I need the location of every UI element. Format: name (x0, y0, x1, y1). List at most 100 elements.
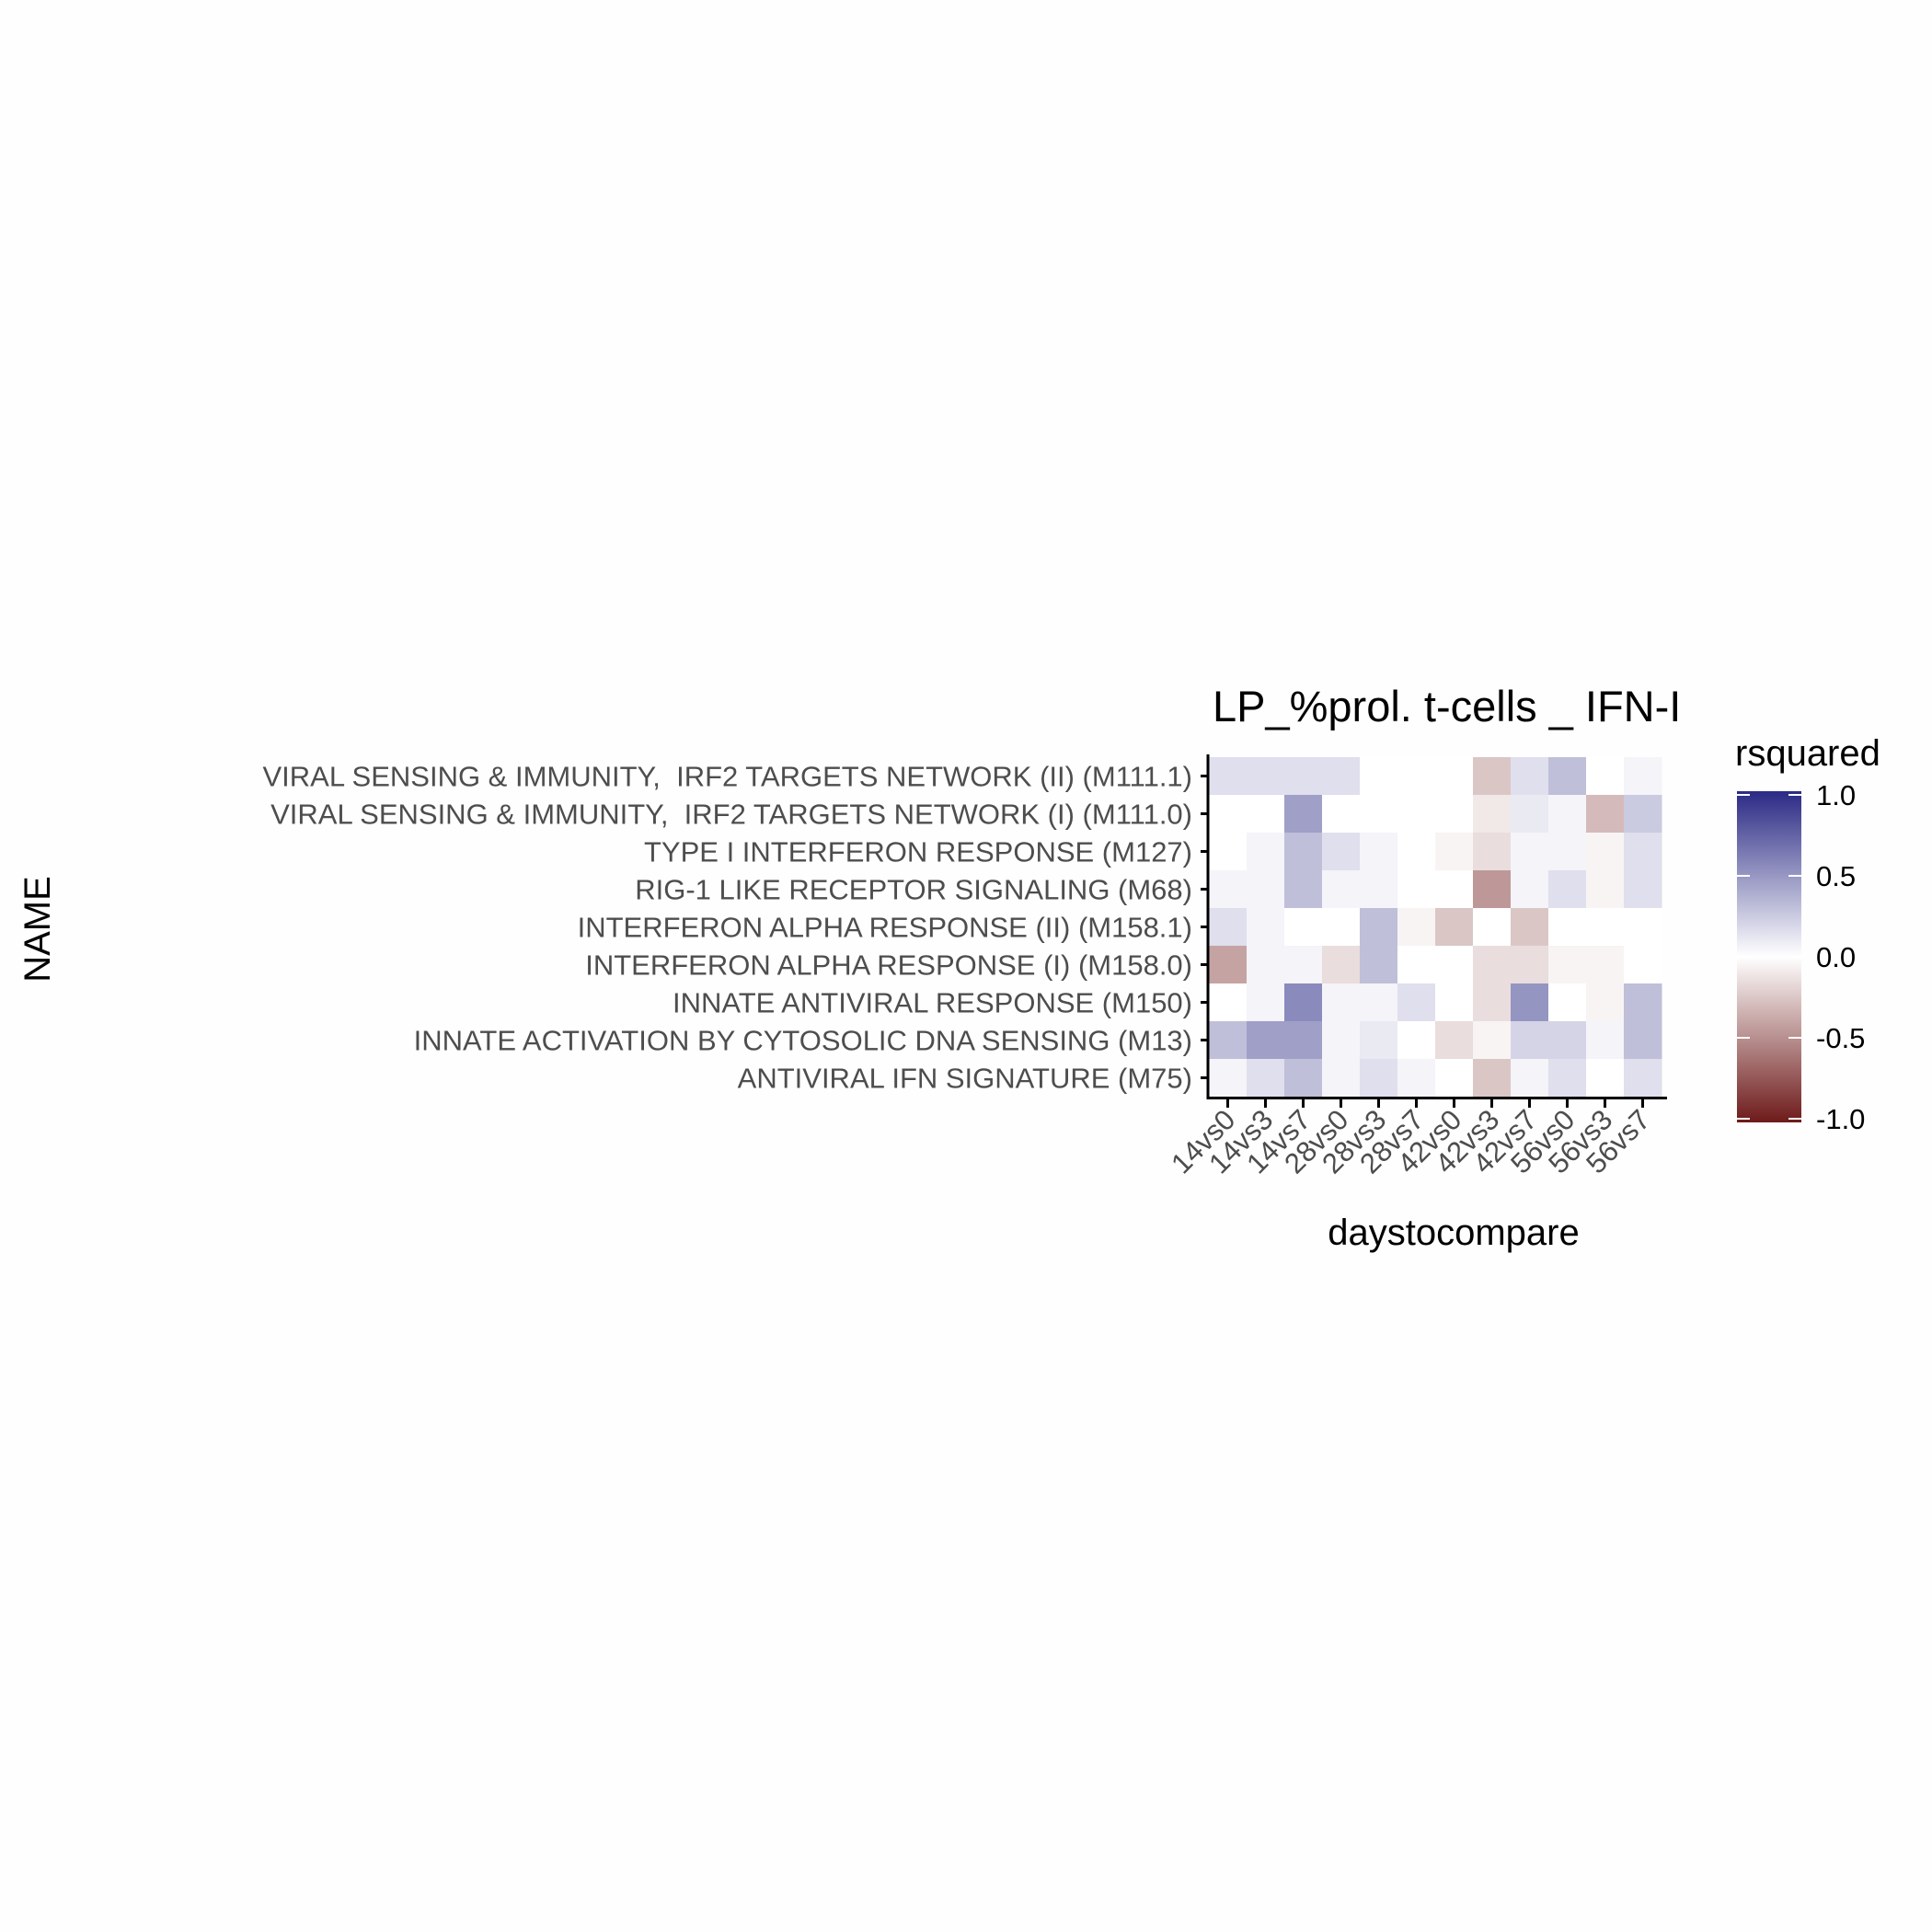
y-axis-ticks: VIRAL SENSING & IMMUNITY, IRF2 TARGETS N… (262, 761, 1208, 1095)
heatmap-cell (1247, 1059, 1285, 1098)
heatmap-cell (1360, 1021, 1398, 1060)
heatmap-cell (1209, 983, 1248, 1022)
heatmap-cell (1435, 983, 1474, 1022)
legend-title: rsquared (1735, 733, 1880, 774)
heatmap-cell (1284, 757, 1323, 796)
heatmap-cell (1284, 870, 1323, 909)
heatmap-cell (1624, 1059, 1662, 1098)
heatmap-cell (1624, 1021, 1662, 1060)
heatmap-cell (1209, 795, 1248, 834)
legend-tick-label: 0.0 (1816, 941, 1856, 973)
heatmap-cell (1247, 757, 1285, 796)
y-axis-title: NAME (17, 876, 58, 983)
heatmap-cell (1360, 757, 1398, 796)
heatmap-cell (1548, 870, 1587, 909)
chart-title: LP_%prol. t-cells _ IFN-I (1213, 682, 1681, 730)
heatmap-cell (1284, 983, 1323, 1022)
heatmap-cell (1247, 983, 1285, 1022)
heatmap-cell (1284, 946, 1323, 984)
heatmap-cell (1473, 833, 1512, 871)
heatmap-cell (1435, 757, 1474, 796)
heatmap-cell (1473, 1059, 1512, 1098)
heatmap-cell (1548, 1021, 1587, 1060)
heatmap-cell (1322, 983, 1361, 1022)
heatmap-cell (1511, 757, 1549, 796)
heatmap-cell (1624, 795, 1662, 834)
y-tick-label: INNATE ACTIVATION BY CYTOSOLIC DNA SENSI… (414, 1025, 1192, 1057)
heatmap-cell (1322, 1021, 1361, 1060)
y-tick-label: VIRAL SENSING & IMMUNITY, IRF2 TARGETS N… (262, 761, 1192, 793)
heatmap-cell (1548, 908, 1587, 947)
y-tick-label: RIG-1 LIKE RECEPTOR SIGNALING (M68) (635, 874, 1192, 906)
heatmap-cell (1586, 1021, 1625, 1060)
heatmap-cell (1209, 833, 1248, 871)
heatmap-cell (1473, 795, 1512, 834)
heatmap-cell (1360, 1059, 1398, 1098)
heatmap-cell (1209, 946, 1248, 984)
heatmap-cell (1435, 908, 1474, 947)
heatmap-cell (1247, 1021, 1285, 1060)
heatmap-cell (1548, 946, 1587, 984)
heatmap-cell (1397, 833, 1436, 871)
heatmap-cell (1473, 946, 1512, 984)
heatmap-cell (1209, 870, 1248, 909)
heatmap-cell (1209, 1021, 1248, 1060)
heatmap-cell (1322, 833, 1361, 871)
heatmap-cell (1586, 833, 1625, 871)
heatmap-cell (1322, 946, 1361, 984)
heatmap-cell (1435, 870, 1474, 909)
heatmap-cell (1360, 870, 1398, 909)
heatmap-tiles (1209, 757, 1662, 1098)
heatmap-cell (1624, 908, 1662, 947)
heatmap-cell (1397, 1059, 1436, 1098)
heatmap-cell (1397, 757, 1436, 796)
heatmap-cell (1284, 1059, 1323, 1098)
heatmap-cell (1397, 946, 1436, 984)
heatmap-cell (1511, 908, 1549, 947)
heatmap-cell (1511, 983, 1549, 1022)
heatmap-cell (1511, 946, 1549, 984)
legend-tick-label: -1.0 (1816, 1103, 1865, 1135)
heatmap-cell (1360, 983, 1398, 1022)
heatmap-cell (1586, 946, 1625, 984)
heatmap-cell (1360, 795, 1398, 834)
y-tick-label: ANTIVIRAL IFN SIGNATURE (M75) (738, 1063, 1192, 1095)
heatmap-cell (1473, 908, 1512, 947)
legend-tick-label: 0.5 (1816, 860, 1856, 892)
x-axis-ticks: 14vs014vs314vs728vs028vs328vs742vs042vs3… (1165, 1099, 1656, 1179)
heatmap-cell (1247, 946, 1285, 984)
heatmap-cell (1209, 908, 1248, 947)
heatmap-cell (1586, 757, 1625, 796)
heatmap-cell (1247, 833, 1285, 871)
heatmap-cell (1360, 946, 1398, 984)
heatmap-cell (1397, 870, 1436, 909)
heatmap-cell (1284, 833, 1323, 871)
y-tick-label: VIRAL SENSING & IMMUNITY, IRF2 TARGETS N… (270, 799, 1192, 831)
legend-tick-label: -0.5 (1816, 1022, 1865, 1054)
heatmap-cell (1435, 1021, 1474, 1060)
heatmap-cell (1435, 833, 1474, 871)
heatmap-cell (1322, 757, 1361, 796)
heatmap-cell (1548, 983, 1587, 1022)
y-tick-label: INTERFERON ALPHA RESPONSE (II) (M158.1) (578, 912, 1192, 944)
legend-tick-label: 1.0 (1816, 779, 1856, 811)
heatmap-cell (1435, 1059, 1474, 1098)
heatmap-cell (1397, 908, 1436, 947)
heatmap-cell (1322, 870, 1361, 909)
heatmap-cell (1511, 833, 1549, 871)
heatmap-cell (1624, 757, 1662, 796)
heatmap-cell (1511, 795, 1549, 834)
heatmap-cell (1548, 757, 1587, 796)
heatmap-cell (1397, 795, 1436, 834)
heatmap-cell (1397, 983, 1436, 1022)
x-axis-title: daystocompare (1328, 1213, 1579, 1253)
heatmap-cell (1322, 1059, 1361, 1098)
heatmap-cell (1473, 757, 1512, 796)
y-tick-label: TYPE I INTERFERON RESPONSE (M127) (644, 836, 1192, 868)
heatmap-cell (1548, 833, 1587, 871)
heatmap-cell (1322, 795, 1361, 834)
heatmap-cell (1360, 833, 1398, 871)
heatmap-cell (1586, 908, 1625, 947)
heatmap-cell (1624, 946, 1662, 984)
